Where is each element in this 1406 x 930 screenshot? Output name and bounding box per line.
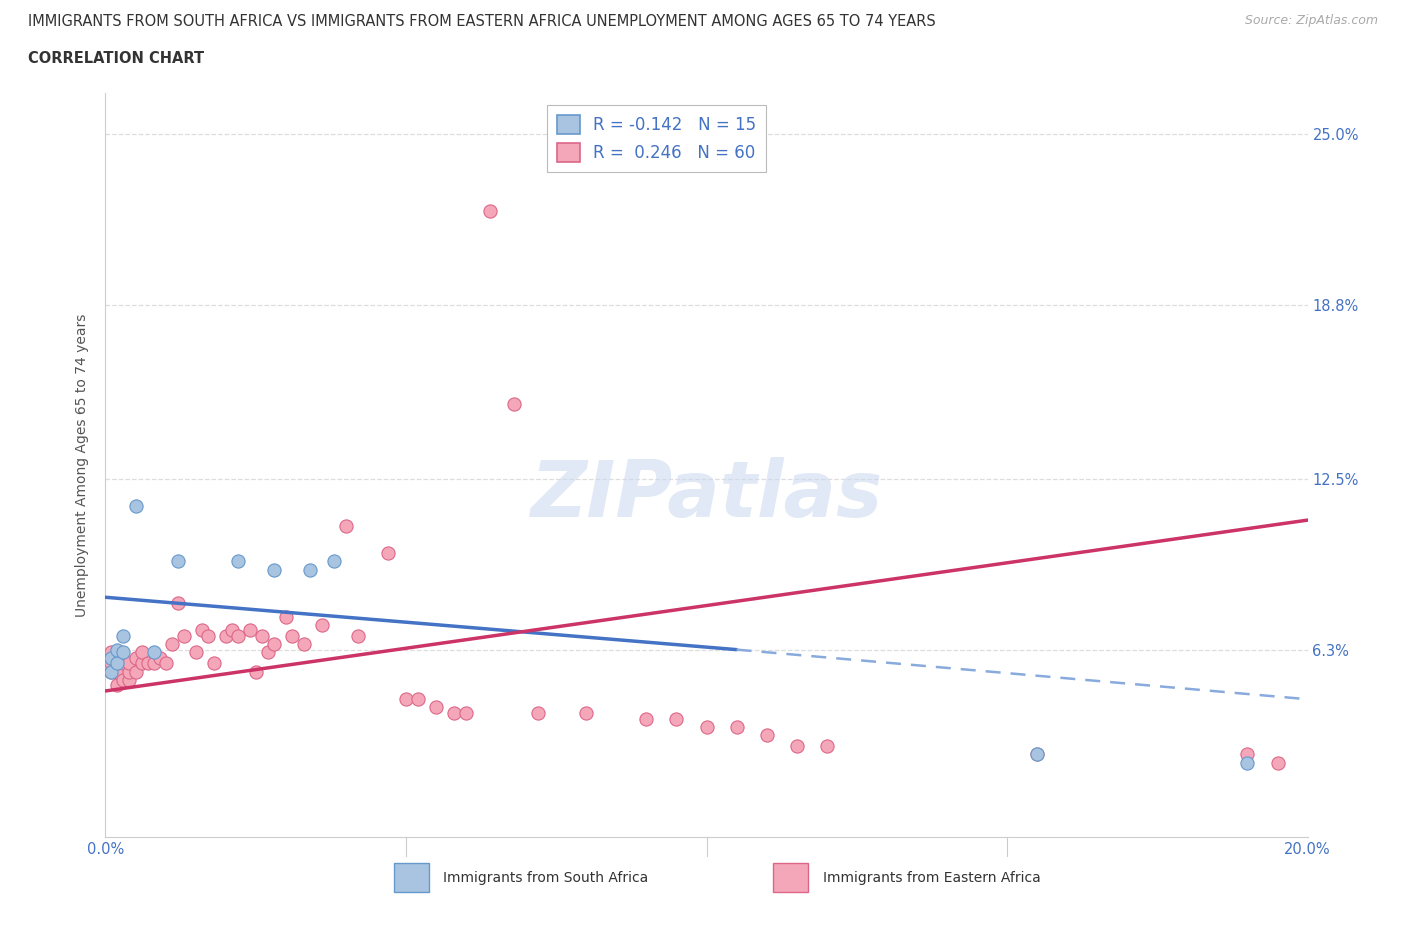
- Point: [118, 672, 141, 687]
- Point: [377, 546, 399, 561]
- Point: [107, 656, 129, 671]
- Point: [443, 706, 465, 721]
- Point: [184, 644, 207, 659]
- Point: [118, 664, 141, 679]
- Point: [263, 563, 285, 578]
- Point: [221, 623, 243, 638]
- Point: [166, 554, 188, 569]
- Point: [131, 644, 153, 659]
- Point: [142, 656, 165, 671]
- Text: Source: ZipAtlas.com: Source: ZipAtlas.com: [1244, 14, 1378, 27]
- Point: [124, 498, 146, 513]
- Point: [696, 719, 718, 734]
- Point: [107, 678, 129, 693]
- Point: [202, 656, 225, 671]
- Point: [166, 595, 188, 610]
- Point: [100, 650, 122, 665]
- Point: [636, 711, 658, 726]
- Point: [347, 629, 370, 644]
- Point: [406, 692, 429, 707]
- Text: IMMIGRANTS FROM SOUTH AFRICA VS IMMIGRANTS FROM EASTERN AFRICA UNEMPLOYMENT AMON: IMMIGRANTS FROM SOUTH AFRICA VS IMMIGRAN…: [28, 14, 936, 29]
- Point: [335, 518, 357, 533]
- Point: [190, 623, 212, 638]
- Y-axis label: Unemployment Among Ages 65 to 74 years: Unemployment Among Ages 65 to 74 years: [76, 313, 90, 617]
- Point: [112, 644, 135, 659]
- Point: [100, 664, 122, 679]
- Point: [1236, 747, 1258, 762]
- Point: [1267, 755, 1289, 770]
- Point: [124, 650, 146, 665]
- Legend: R = -0.142   N = 15, R =  0.246   N = 60: R = -0.142 N = 15, R = 0.246 N = 60: [547, 105, 766, 172]
- Point: [112, 672, 135, 687]
- Point: [118, 656, 141, 671]
- Point: [245, 664, 267, 679]
- Point: [124, 664, 146, 679]
- Point: [575, 706, 598, 721]
- Point: [214, 629, 236, 644]
- Point: [226, 554, 249, 569]
- Point: [142, 644, 165, 659]
- Point: [274, 609, 297, 624]
- Point: [250, 629, 273, 644]
- Point: [239, 623, 262, 638]
- Point: [256, 644, 278, 659]
- Point: [1236, 755, 1258, 770]
- Point: [454, 706, 477, 721]
- Point: [263, 637, 285, 652]
- Point: [100, 644, 122, 659]
- Point: [815, 738, 838, 753]
- Point: [226, 629, 249, 644]
- Point: [131, 656, 153, 671]
- Point: [786, 738, 808, 753]
- Point: [1026, 747, 1049, 762]
- Point: [503, 397, 526, 412]
- Point: [100, 656, 122, 671]
- Point: [112, 629, 135, 644]
- Point: [107, 664, 129, 679]
- Point: [311, 618, 333, 632]
- FancyBboxPatch shape: [394, 863, 429, 893]
- Point: [292, 637, 315, 652]
- Point: [112, 656, 135, 671]
- Point: [755, 727, 778, 742]
- FancyBboxPatch shape: [773, 863, 808, 893]
- Point: [725, 719, 748, 734]
- Text: CORRELATION CHART: CORRELATION CHART: [28, 51, 204, 66]
- Point: [527, 706, 550, 721]
- Point: [160, 637, 183, 652]
- Point: [425, 700, 447, 715]
- Point: [281, 629, 304, 644]
- Point: [173, 629, 195, 644]
- Point: [322, 554, 344, 569]
- Point: [479, 204, 502, 219]
- Text: ZIPatlas: ZIPatlas: [530, 457, 883, 533]
- Point: [298, 563, 321, 578]
- Text: Immigrants from South Africa: Immigrants from South Africa: [443, 871, 648, 885]
- Point: [1026, 747, 1049, 762]
- Point: [107, 643, 129, 658]
- Point: [155, 656, 177, 671]
- Point: [107, 656, 129, 671]
- Point: [148, 650, 170, 665]
- Point: [197, 629, 219, 644]
- Point: [395, 692, 418, 707]
- Point: [136, 656, 159, 671]
- Point: [100, 664, 122, 679]
- Point: [665, 711, 688, 726]
- Text: Immigrants from Eastern Africa: Immigrants from Eastern Africa: [823, 871, 1040, 885]
